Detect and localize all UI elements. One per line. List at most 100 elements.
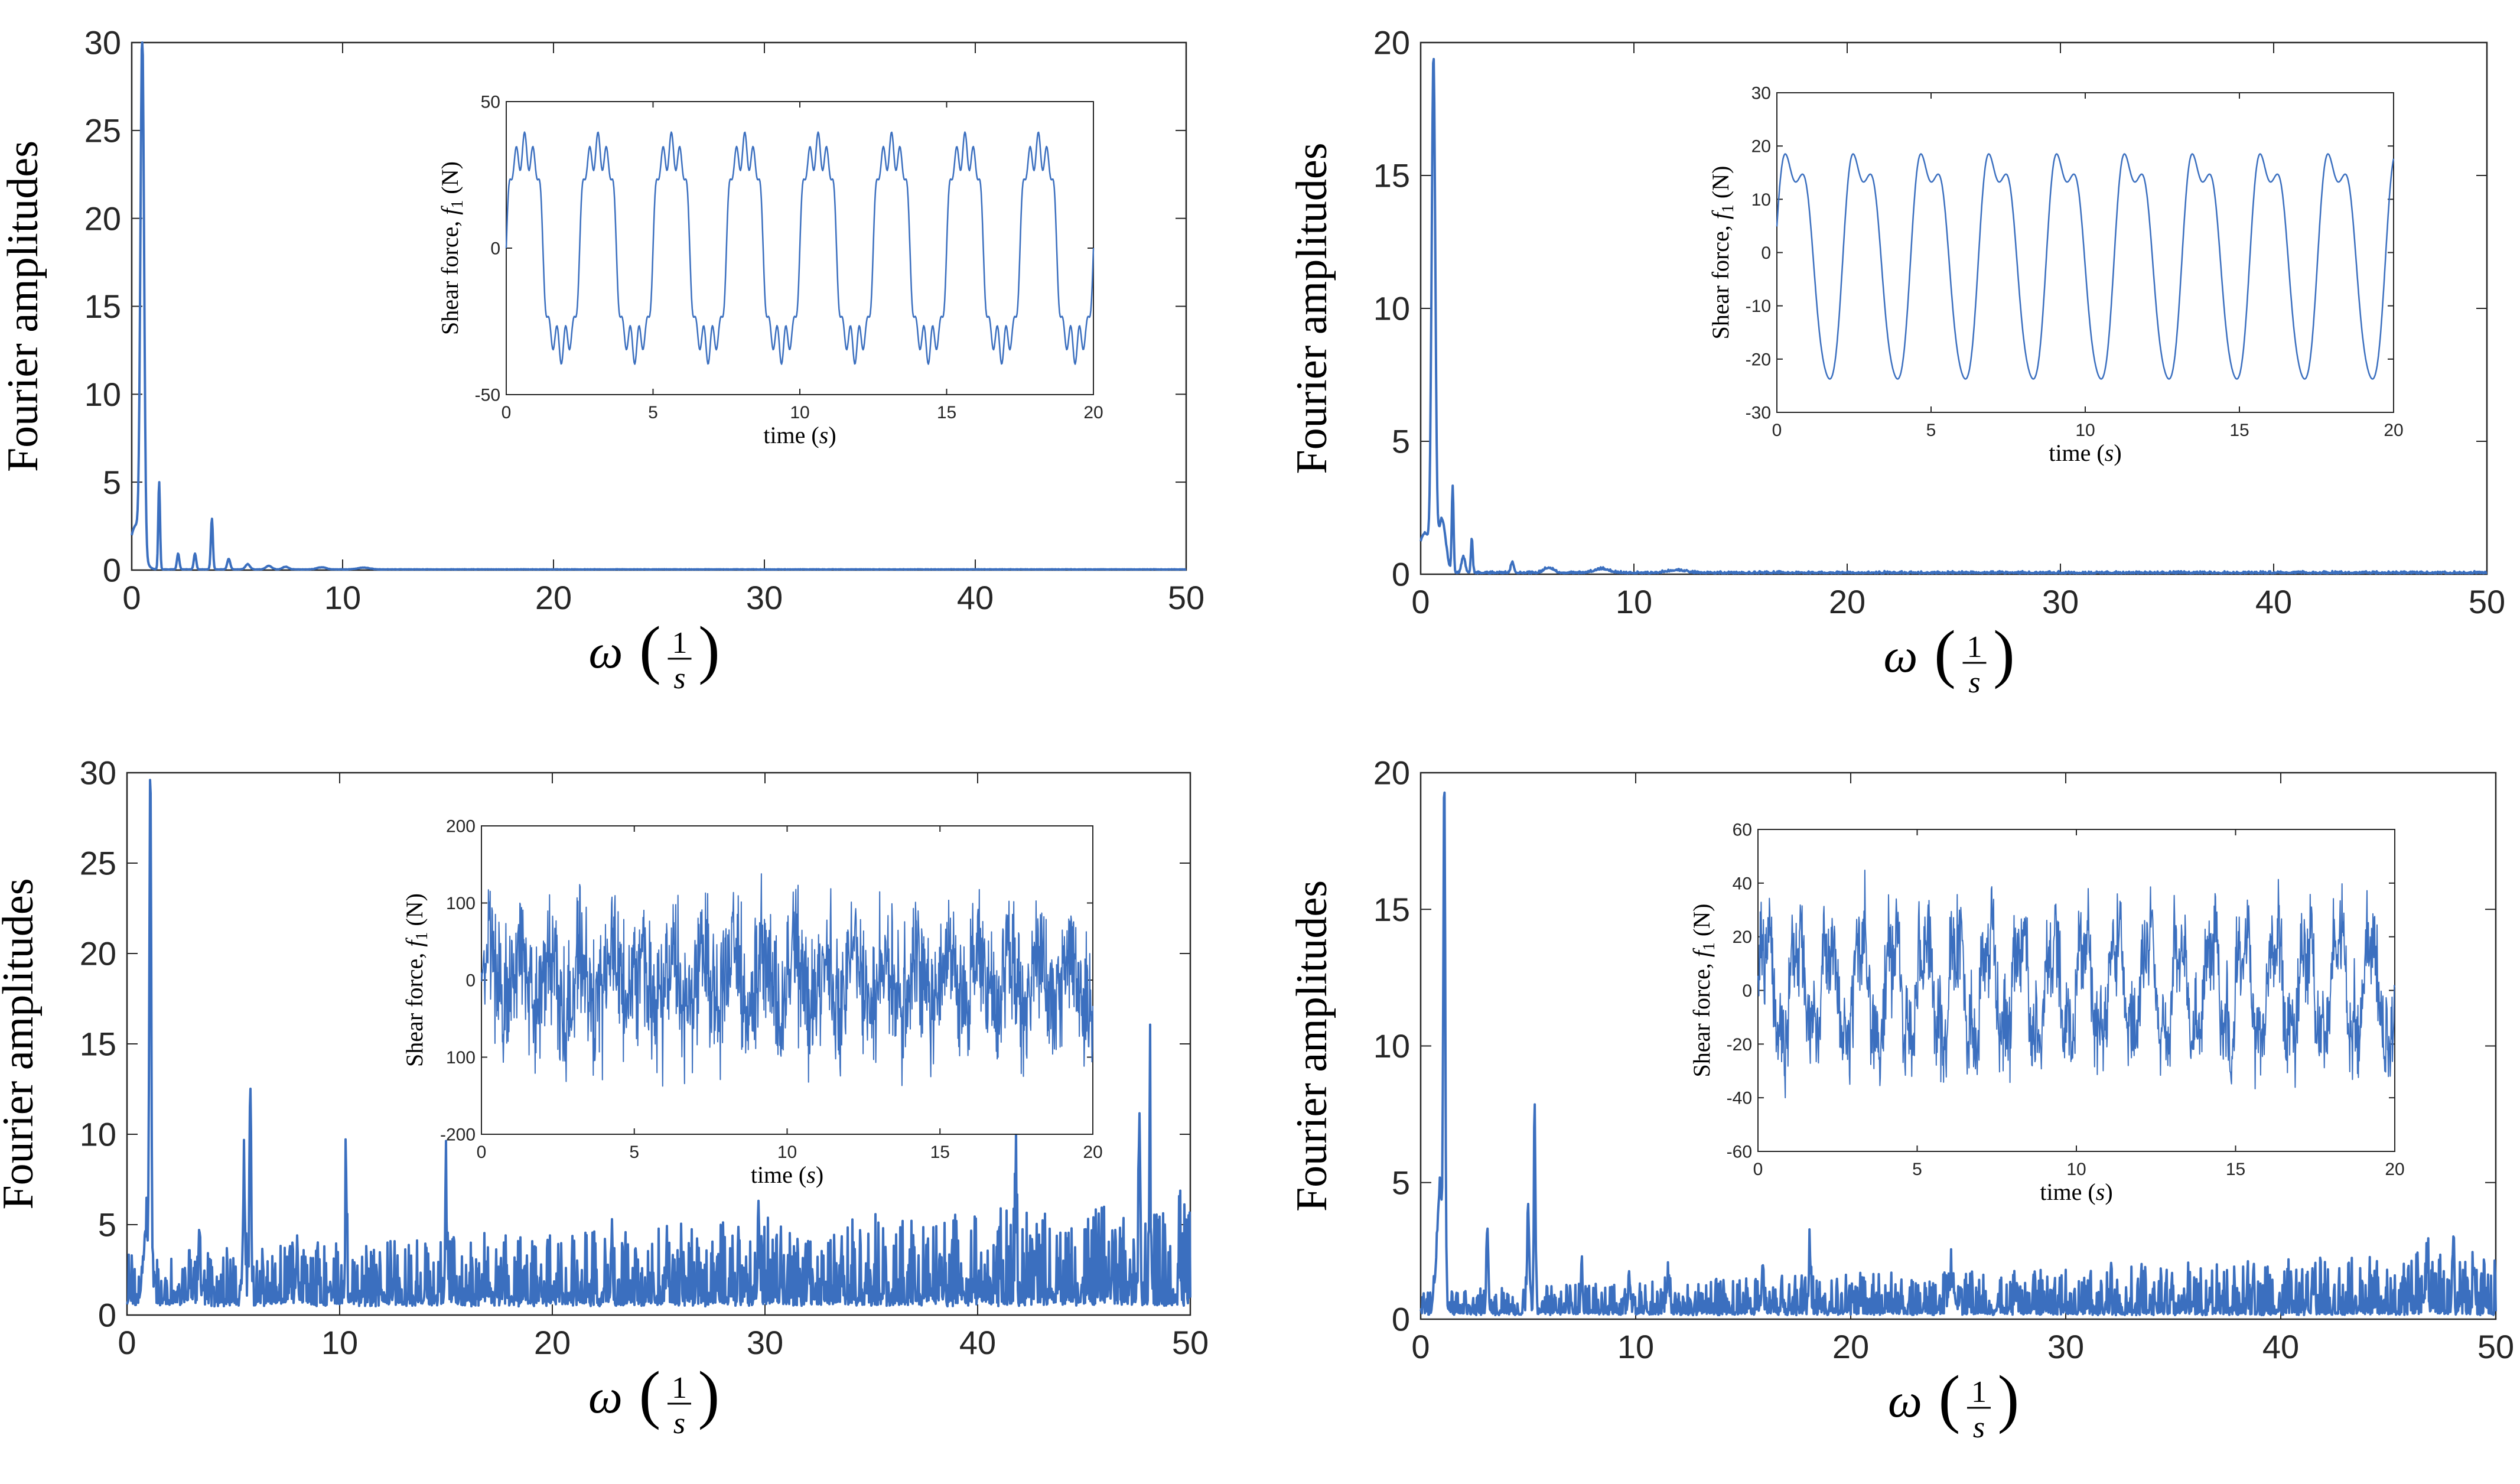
- main-y-tick-label: 15: [1373, 157, 1410, 194]
- inset-y-axis-label-unit: (N): [401, 893, 428, 932]
- main-x-tick-label: 10: [324, 579, 361, 616]
- inset-x-tick-label: 15: [2226, 1160, 2245, 1179]
- inset-y-tick-label: 20: [1733, 928, 1752, 947]
- x-axis-label-symbol: ω: [1888, 1374, 1922, 1427]
- main-x-tick-label: 0: [118, 1324, 136, 1361]
- inset-y-tick-label: 100: [446, 894, 476, 913]
- inset-x-axis-label: time (s): [763, 422, 836, 448]
- inset-x-axis-label-paren-close: ): [816, 1161, 823, 1188]
- x-axis-label-symbol: ω: [589, 624, 623, 678]
- inset-y-axis-label-unit: (N): [437, 161, 463, 200]
- inset-x-tick-label: 10: [790, 403, 809, 422]
- main-y-tick-label: 20: [84, 200, 121, 237]
- main-y-tick-label: 20: [80, 935, 116, 972]
- inset-signal-line: [1757, 870, 2395, 1099]
- main-x-tick-label: 10: [1617, 1328, 1654, 1365]
- main-y-tick-label: 30: [84, 24, 121, 61]
- main-x-tick-label: 40: [957, 579, 994, 616]
- x-axis-label-paren-close: ): [698, 1358, 720, 1430]
- inset-plot-frame: [1776, 92, 2394, 413]
- main-x-tick-label: 50: [1168, 579, 1204, 616]
- y-axis-label: Fourier amplitudes: [0, 141, 47, 472]
- main-x-tick-label: 30: [2042, 583, 2079, 620]
- inset-x-tick-label: 0: [477, 1143, 487, 1162]
- inset-y-axis-label: Shear force, f1 (N): [1707, 166, 1737, 340]
- inset-y-axis-label: Shear force, f1 (N): [401, 893, 431, 1067]
- inset-y-tick-label: 10: [1751, 190, 1771, 210]
- inset-y-tick-label: 0: [465, 971, 476, 991]
- inset-x-tick-label: 5: [1912, 1160, 1922, 1179]
- main-y-tick-label: 10: [80, 1116, 116, 1153]
- main-x-tick-label: 0: [122, 579, 141, 616]
- inset-signal-line: [1776, 153, 2395, 380]
- inset-y-axis-label-word: Shear force,: [437, 215, 463, 335]
- main-y-tick-label: 15: [1373, 891, 1410, 928]
- inset-x-tick-label: 10: [777, 1143, 797, 1162]
- x-axis-label-unit-numerator: 1: [672, 626, 688, 660]
- main-x-tick-label: 10: [321, 1324, 358, 1361]
- inset-x-tick-label: 0: [1772, 421, 1782, 440]
- spectrum-series-line: [126, 779, 1191, 1308]
- main-y-tick-label: 10: [84, 376, 121, 413]
- x-axis-label-paren-close: ): [1998, 1362, 2020, 1434]
- inset-y-tick-label: 60: [1733, 821, 1752, 840]
- inset-y-tick-label: 30: [1751, 84, 1771, 103]
- inset-y-tick-label: 20: [1751, 137, 1771, 157]
- main-x-tick-label: 40: [2262, 1328, 2299, 1365]
- main-y-tick-label: 10: [1373, 1027, 1410, 1065]
- inset-x-axis-label-unit: s: [819, 422, 829, 448]
- inset-y-axis-label: Shear force, f1 (N): [437, 161, 467, 335]
- inset-y-axis-label-subscript: 1: [448, 200, 467, 209]
- x-axis-label-unit-numerator: 1: [1967, 630, 1982, 664]
- inset-y-axis-label-word: Shear force,: [401, 947, 428, 1067]
- inset-x-tick-label: 20: [1083, 403, 1103, 422]
- main-y-tick-label: 0: [98, 1297, 116, 1334]
- inset-y-axis-label-subscript: 1: [413, 932, 431, 940]
- inset-x-tick-label: 20: [1083, 1143, 1102, 1162]
- inset-y-axis-label-word: Shear force,: [1688, 957, 1715, 1077]
- inset-y-axis-label-word: Shear force,: [1707, 219, 1734, 339]
- inset-x-tick-label: 5: [629, 1143, 639, 1162]
- spectrum-series-line: [1419, 791, 2497, 1317]
- inset-x-axis-label-unit: s: [2105, 440, 2114, 466]
- inset-x-tick-label: 10: [2066, 1160, 2086, 1179]
- x-axis-label-paren-close: ): [1993, 617, 2015, 689]
- inset-y-tick-label: -40: [1727, 1089, 1752, 1108]
- x-axis-label-symbol: ω: [588, 1369, 623, 1423]
- inset-x-axis-label-word: time: [763, 422, 805, 448]
- inset-y-tick-label: 0: [1761, 243, 1771, 263]
- main-y-tick-label: 0: [103, 552, 121, 589]
- x-axis-label-unit-denominator: s: [673, 1407, 685, 1440]
- main-x-tick-label: 50: [2469, 583, 2505, 620]
- inset-x-axis-label-word: time: [2049, 440, 2091, 466]
- x-axis-label-unit-numerator: 1: [672, 1371, 687, 1405]
- inset-signal-line: [481, 873, 1093, 1087]
- y-axis-label: Fourier amplitudes: [1288, 880, 1336, 1212]
- inset-x-axis-label-paren-close: ): [828, 422, 836, 448]
- inset-x-axis-label-paren-open: (: [805, 422, 819, 448]
- main-y-tick-label: 25: [84, 112, 121, 149]
- inset-x-tick-label: 5: [1926, 421, 1936, 440]
- inset-x-axis-label-paren-close: ): [2105, 1179, 2112, 1205]
- inset-x-tick-label: 20: [2384, 421, 2403, 440]
- inset-y-axis-label-subscript: 1: [1719, 204, 1737, 213]
- inset-y-tick-label: -20: [1727, 1035, 1752, 1055]
- x-axis-label-unit-denominator: s: [1968, 666, 1980, 699]
- main-y-tick-label: 20: [1373, 754, 1410, 792]
- main-x-tick-label: 20: [535, 579, 572, 616]
- main-x-tick-label: 50: [1172, 1324, 1209, 1361]
- main-x-tick-label: 0: [1411, 1328, 1430, 1365]
- inset-x-tick-label: 10: [2075, 421, 2095, 440]
- inset-y-tick-label: 40: [1733, 874, 1752, 893]
- main-x-tick-label: 30: [2047, 1328, 2084, 1365]
- inset-y-tick-label: -30: [1746, 403, 1771, 423]
- inset-y-axis-label-unit: (N): [1688, 904, 1715, 943]
- inset-x-tick-label: 15: [930, 1143, 950, 1162]
- inset-x-axis-label-paren-open: (: [2091, 440, 2104, 466]
- x-axis-label-symbol: ω: [1884, 629, 1918, 682]
